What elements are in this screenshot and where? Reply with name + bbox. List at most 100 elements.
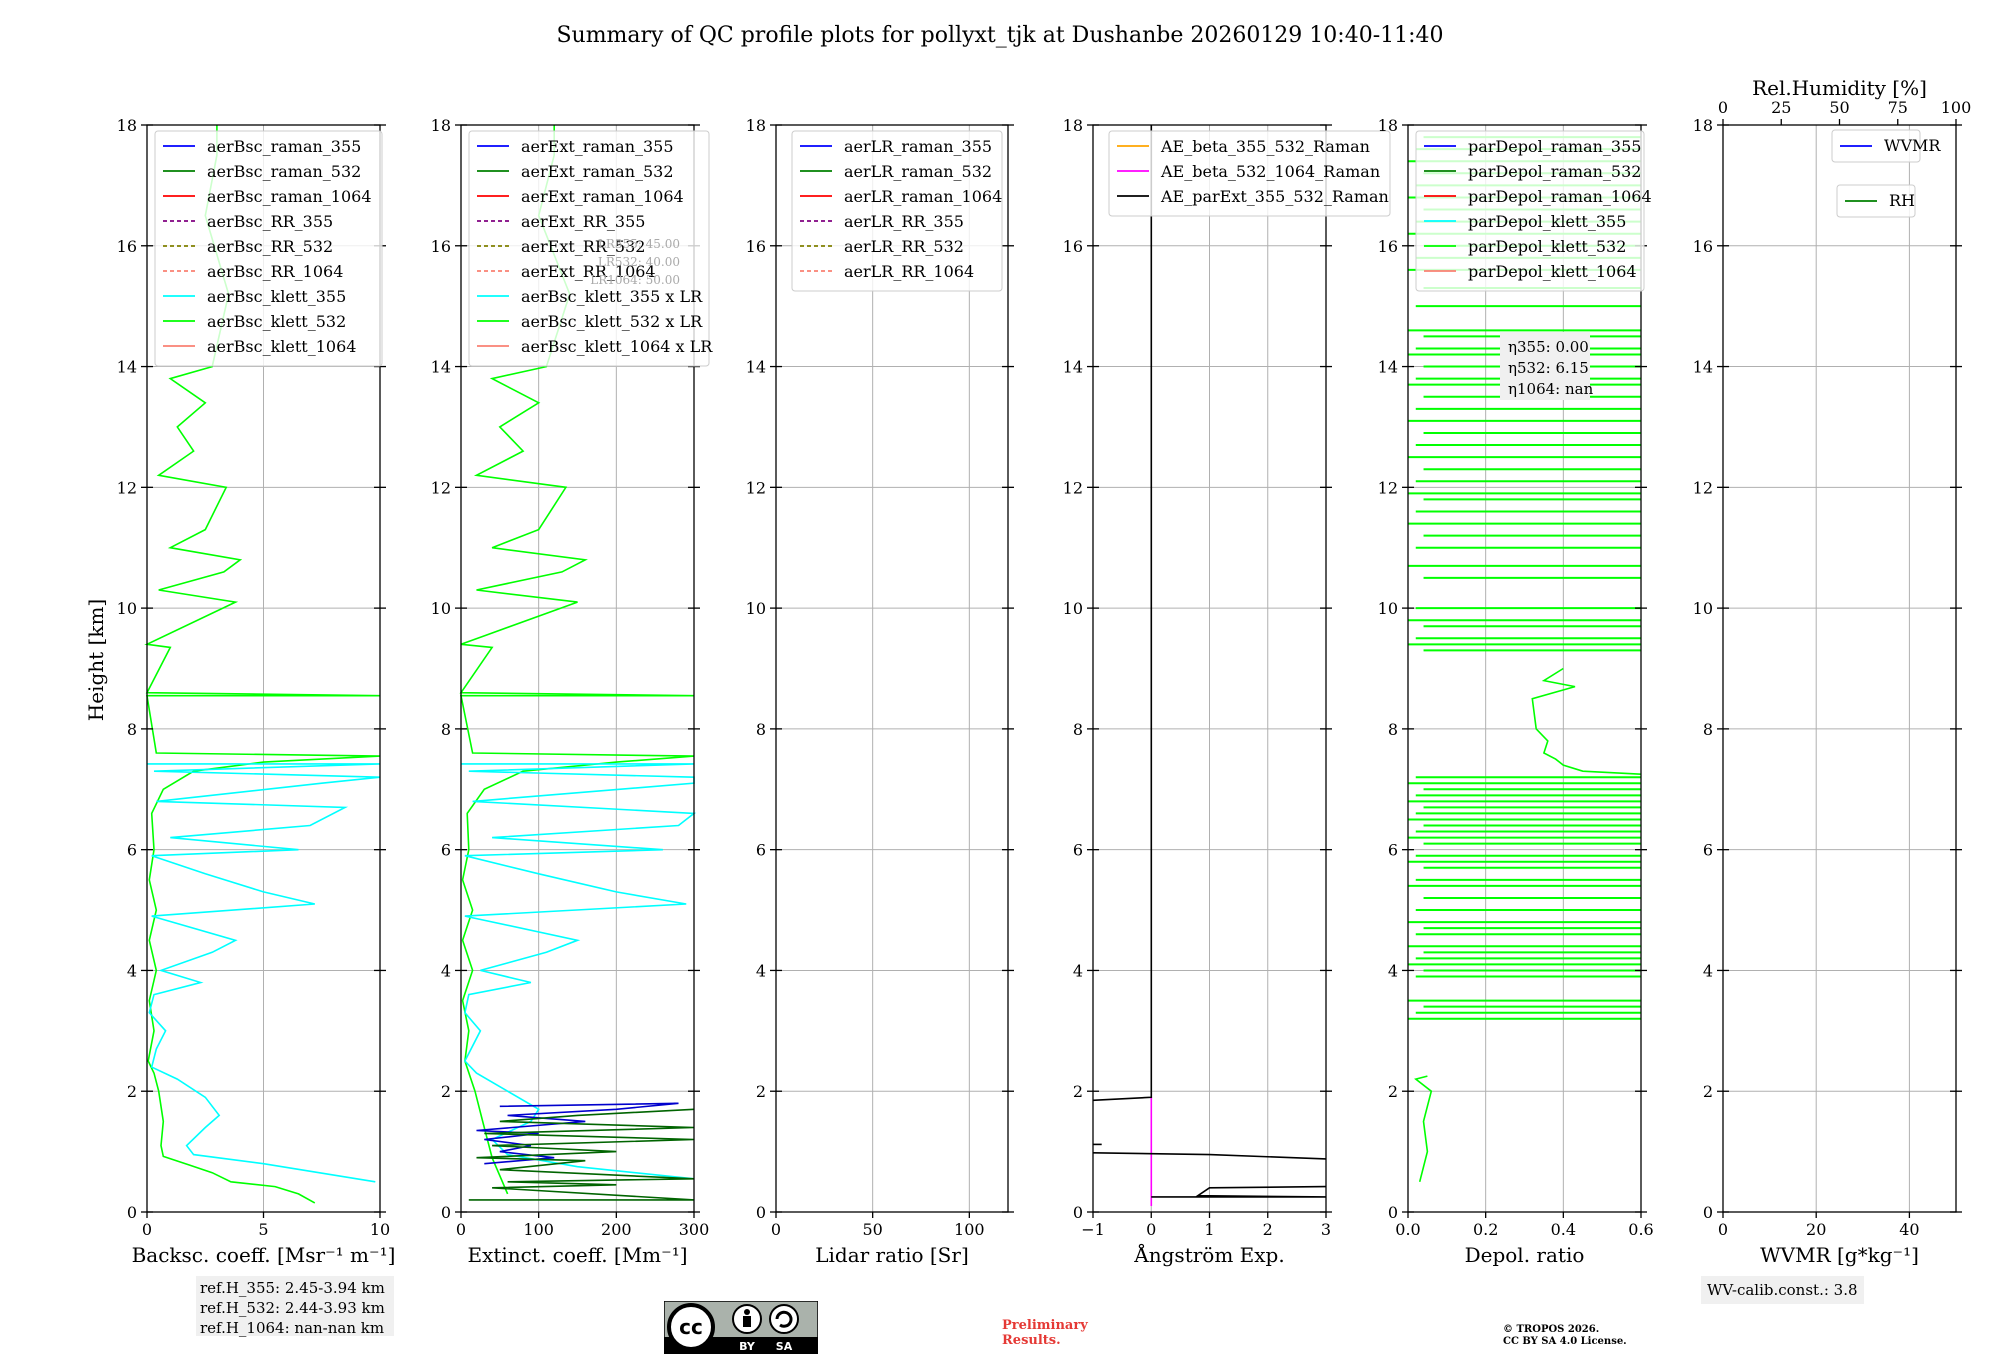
legend-label: aerBsc_raman_355 (207, 137, 361, 156)
y-tick-label: 12 (1378, 478, 1398, 497)
y-tick-label: 16 (431, 237, 451, 256)
legend-label: aerBsc_raman_1064 (207, 187, 372, 206)
ref-height-532: ref.H_532: 2.44-3.93 km (200, 1299, 385, 1317)
y-tick-label: 10 (1063, 599, 1083, 618)
y-tick-label: 14 (431, 358, 451, 377)
y-tick-label: 6 (756, 841, 766, 860)
legend-rh: RH (1836, 184, 1916, 218)
y-tick-label: 2 (1073, 1082, 1083, 1101)
x-tick-label: 0.0 (1395, 1220, 1420, 1239)
legend-label: parDepol_raman_1064 (1468, 187, 1652, 206)
y-tick-label: 14 (746, 358, 766, 377)
eta-box: η355: 0.00 η532: 6.15 η1064: nan (1500, 332, 1594, 400)
x-tick-label: 10 (370, 1220, 390, 1239)
x-axis-label: Extinct. coeff. [Mm⁻¹] (467, 1243, 687, 1267)
x-tick-label: 0 (142, 1220, 152, 1239)
x-axis-label: WVMR [g*kg⁻¹] (1760, 1243, 1919, 1267)
x-tick-label: −1 (1081, 1220, 1105, 1239)
y-tick-label: 6 (441, 841, 451, 860)
y-tick-label: 18 (431, 116, 451, 135)
y-tick-label: 0 (1073, 1203, 1083, 1222)
x-tick-label: 50 (862, 1220, 882, 1239)
legend-label: parDepol_klett_355 (1468, 212, 1626, 231)
y-tick-label: 8 (756, 720, 766, 739)
ref-height-1064: ref.H_1064: nan-nan km (200, 1319, 385, 1337)
copyright-line-1: © TROPOS 2026. (1503, 1324, 1600, 1335)
y-tick-label: 8 (1388, 720, 1398, 739)
legend-label: parDepol_klett_1064 (1468, 262, 1637, 281)
y-tick-label: 4 (127, 961, 137, 980)
y-tick-label: 6 (1703, 841, 1713, 860)
legend: parDepol_raman_355 parDepol_raman_532 parD… (1415, 130, 1652, 292)
x-tick-label: 2 (1263, 1220, 1273, 1239)
y-axis-label: Height [km] (84, 599, 108, 721)
legend-label: aerBsc_RR_355 (207, 212, 333, 231)
y-tick-label: 4 (441, 961, 451, 980)
y-tick-label: 12 (746, 478, 766, 497)
y-tick-label: 0 (441, 1203, 451, 1222)
legend-label: aerExt_raman_1064 (521, 187, 684, 206)
legend-label: aerLR_raman_1064 (844, 187, 1002, 206)
x-tick-label: 1 (1204, 1220, 1214, 1239)
legend-box (791, 130, 1003, 292)
x-tick-label: 3 (1321, 1220, 1331, 1239)
legend-label: aerLR_RR_1064 (844, 262, 974, 281)
top-x-tick-label: 0 (1718, 98, 1728, 117)
top-x-tick-label: 50 (1829, 98, 1849, 117)
series-AE_parExt_355_532_Raman_low2 (1151, 1185, 1327, 1198)
x-axis-label: Backsc. coeff. [Msr⁻¹ m⁻¹] (132, 1243, 396, 1267)
panel-3: 0 2 4 6 8 10 12 14 16 18 0 50 100 Lidar ratio [Sr] aer… (746, 116, 1014, 1267)
legend-box (1415, 130, 1645, 292)
eta-label: η532: 6.15 (1508, 359, 1589, 377)
legend-label: aerExt_raman_532 (521, 162, 674, 181)
x-tick-label: 100 (954, 1220, 985, 1239)
legend-label: aerLR_raman_355 (844, 137, 992, 156)
cc-by-label: BY (739, 1340, 756, 1353)
axes-frame (775, 124, 1009, 1213)
cc-sa-label: SA (776, 1340, 793, 1353)
legend-box (468, 130, 710, 367)
legend-label: parDepol_raman_355 (1468, 137, 1641, 156)
y-tick-label: 10 (746, 599, 766, 618)
legend-label: aerLR_RR_532 (844, 237, 964, 256)
y-tick-label: 6 (1073, 841, 1083, 860)
legend-wvmr: WVMR (1831, 129, 1941, 163)
legend-label: aerBsc_RR_532 (207, 237, 333, 256)
y-tick-label: 0 (756, 1203, 766, 1222)
y-tick-label: 18 (1063, 116, 1083, 135)
legend-label: aerBsc_klett_532 x LR (521, 312, 703, 331)
y-tick-label: 12 (431, 478, 451, 497)
legend: AE_beta_355_532_Raman AE_beta_532_1064_Ra… (1108, 130, 1391, 217)
legend-label: aerBsc_RR_1064 (207, 262, 343, 281)
series-parDepol_klett_532_mid (1531, 667, 1642, 775)
series-AE_parExt_355_532_Raman_low (1092, 1152, 1327, 1160)
y-tick-label: 18 (1378, 116, 1398, 135)
legend-label: aerLR_raman_532 (844, 162, 992, 181)
y-tick-label: 2 (1388, 1082, 1398, 1101)
legend-label: AE_parExt_355_532_Raman (1160, 187, 1389, 206)
legend-label: aerExt_RR_355 (521, 212, 645, 231)
top-x-tick-label: 25 (1771, 98, 1791, 117)
legend: aerExt_raman_355 aerExt_raman_532 aerExt_r… (468, 130, 713, 367)
y-tick-label: 14 (1378, 358, 1398, 377)
preliminary-line-1: Preliminary (1002, 1318, 1088, 1333)
y-tick-label: 0 (127, 1203, 137, 1222)
ref-height-355: ref.H_355: 2.45-3.94 km (200, 1279, 385, 1297)
y-tick-label: 12 (1693, 478, 1713, 497)
series-aerBsc_klett_355 x LR (461, 763, 697, 1180)
x-tick-label: 0 (1146, 1220, 1156, 1239)
legend-label: aerExt_raman_355 (521, 137, 674, 156)
axes-frame (1722, 124, 1957, 1213)
legend-label: aerBsc_klett_355 (207, 287, 346, 306)
y-tick-label: 2 (756, 1082, 766, 1101)
series-AE_parExt_355_532_Raman (1092, 125, 1153, 1102)
y-tick-label: 16 (746, 237, 766, 256)
y-tick-label: 18 (117, 116, 137, 135)
eta-label: η1064: nan (1508, 380, 1594, 398)
lidar-ratio-label: LR355: 45.00 (598, 237, 680, 251)
y-tick-label: 10 (1693, 599, 1713, 618)
lidar-ratio-label: LR532: 40.00 (598, 255, 680, 269)
x-tick-label: 0.6 (1628, 1220, 1653, 1239)
y-tick-label: 8 (127, 720, 137, 739)
